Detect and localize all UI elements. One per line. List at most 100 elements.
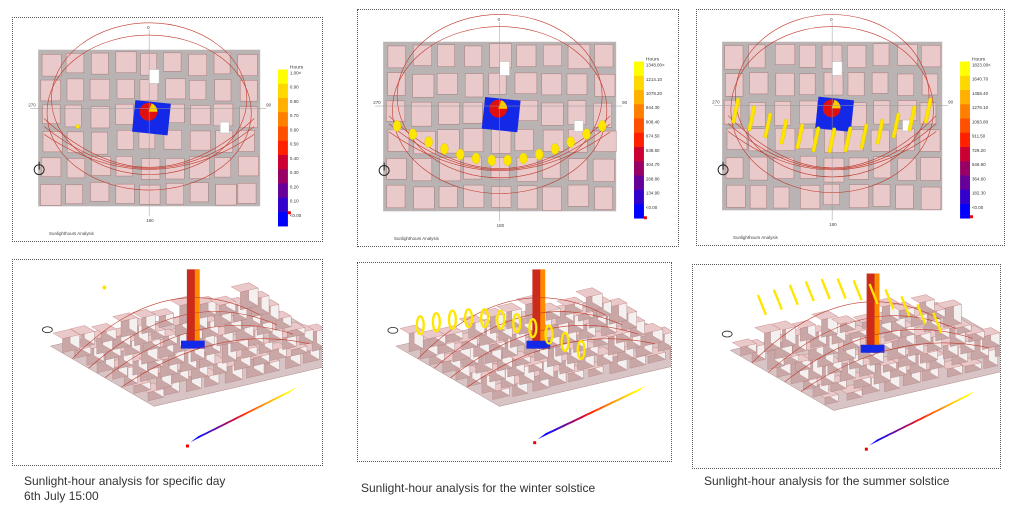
sun-marker-bar	[747, 105, 757, 132]
building	[567, 184, 589, 207]
building	[491, 129, 512, 154]
caption-summer: Sunlight-hour analysis for the summer so…	[704, 474, 949, 489]
iso-diagram	[721, 273, 1000, 451]
building	[542, 157, 561, 179]
legend-value: 729.20	[972, 148, 986, 153]
compass-south-label: 180	[146, 218, 154, 223]
building	[238, 130, 255, 152]
sun-marker-loop	[544, 324, 554, 345]
building	[847, 45, 867, 68]
building	[91, 131, 108, 155]
sun-marker	[75, 124, 80, 129]
building-white	[499, 61, 510, 76]
legend-swatch	[278, 183, 288, 198]
sun-marker-loop	[479, 308, 490, 329]
building	[872, 43, 890, 66]
building	[387, 45, 406, 69]
site-area	[860, 344, 885, 353]
building	[799, 73, 816, 95]
compass-ring	[42, 326, 53, 334]
sun-marker-loop	[431, 312, 441, 333]
building	[871, 72, 889, 94]
building	[139, 79, 159, 102]
legend-swatch	[634, 132, 644, 148]
legend-swatch	[278, 211, 288, 227]
building	[725, 157, 744, 179]
sun-marker-bar	[868, 283, 879, 305]
building	[40, 79, 61, 102]
building	[726, 127, 748, 150]
building	[462, 102, 483, 124]
building-roof	[910, 294, 935, 304]
tower-highlight	[831, 99, 841, 109]
building	[774, 101, 791, 126]
building	[189, 80, 207, 100]
legend-value: 0.30	[290, 170, 299, 175]
building	[66, 158, 86, 179]
iso-legend	[869, 390, 976, 446]
legend-swatch	[634, 61, 644, 77]
legend-swatch	[634, 104, 644, 119]
building	[514, 129, 534, 151]
building	[542, 186, 562, 211]
legend-value: 268.80	[646, 176, 660, 181]
legend-swatch	[235, 409, 253, 420]
building	[90, 106, 110, 129]
building-side	[995, 343, 1000, 357]
iso-buildings	[52, 282, 322, 402]
building-roof	[811, 310, 838, 321]
building	[594, 44, 614, 68]
sun-marker-bar	[772, 289, 783, 310]
legend-value: 0.70	[290, 113, 299, 118]
legend-value: 0.90	[290, 85, 299, 90]
tower-shaft	[866, 273, 879, 353]
sun-marker-loop	[519, 152, 528, 164]
building	[188, 53, 208, 76]
compass-west-label: 270	[712, 100, 720, 105]
sun-marker-bar	[788, 284, 799, 306]
building-white	[573, 120, 584, 132]
iso-panel-summer	[692, 264, 1001, 469]
legend-swatch	[208, 422, 226, 434]
building	[592, 158, 615, 182]
sun-marker-bar	[811, 126, 821, 153]
compass-icon	[721, 330, 733, 338]
sun-markers	[756, 278, 943, 334]
building	[237, 54, 258, 76]
building	[412, 74, 435, 98]
sun-marker-bar	[916, 303, 927, 325]
building	[568, 158, 588, 181]
building	[413, 186, 435, 210]
legend-swatch	[960, 189, 970, 205]
tower-highlight	[148, 103, 158, 112]
sun-marker-bar	[820, 278, 831, 300]
legend-title: Hours	[646, 57, 660, 63]
building	[895, 184, 914, 209]
building	[89, 79, 110, 101]
tower-shaft-sunlit	[194, 269, 200, 349]
legend-swatch	[564, 416, 582, 427]
compass-south-label: 180	[497, 223, 505, 228]
sun-marker-bar	[900, 295, 911, 317]
legend-swatch	[278, 69, 288, 85]
building-white	[831, 61, 843, 76]
legend-value: 1.00<	[290, 70, 302, 75]
building	[543, 44, 562, 67]
sun-path-arc	[450, 325, 639, 379]
building-roof	[150, 308, 175, 317]
legend-swatch	[940, 399, 958, 411]
building	[566, 73, 588, 95]
building	[823, 183, 840, 205]
building	[773, 156, 795, 179]
legend-swatch	[279, 387, 297, 398]
building-roof	[831, 315, 856, 325]
legend-swatch	[262, 396, 279, 407]
sun-marker-loop	[560, 331, 570, 353]
building	[238, 156, 259, 177]
compass-east-label: 90	[266, 103, 271, 108]
legend-swatch	[960, 61, 970, 77]
building	[775, 44, 796, 65]
legend-swatch	[904, 417, 922, 428]
building-roof	[731, 338, 757, 348]
